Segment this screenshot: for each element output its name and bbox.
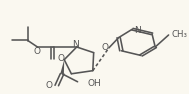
Text: O: O — [45, 81, 52, 90]
Text: N: N — [72, 40, 79, 49]
Text: O: O — [34, 47, 41, 56]
Text: OH: OH — [88, 79, 101, 88]
Text: N: N — [134, 26, 141, 35]
Text: O: O — [57, 54, 64, 63]
Polygon shape — [60, 60, 64, 74]
Text: O: O — [101, 42, 108, 52]
Text: CH₃: CH₃ — [172, 30, 188, 39]
